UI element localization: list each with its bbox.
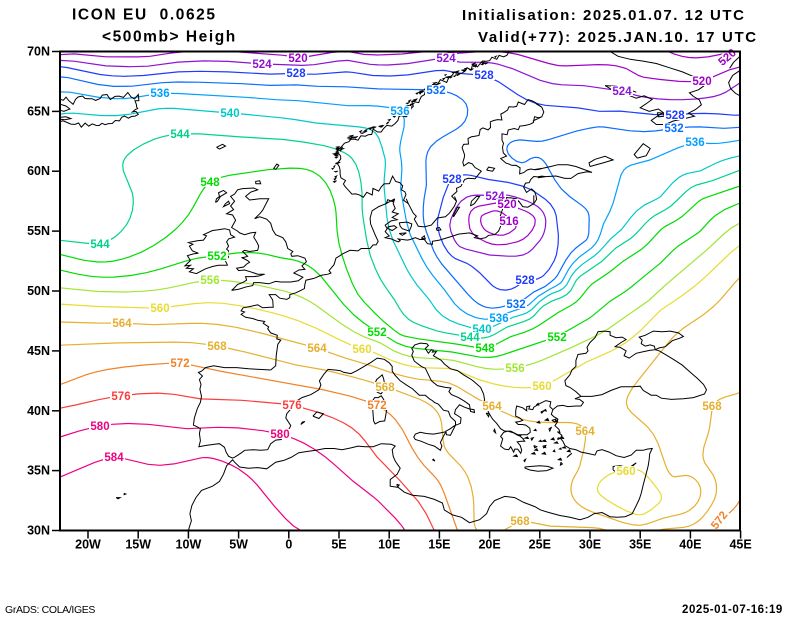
svg-text:556: 556 <box>200 275 219 287</box>
svg-text:35E: 35E <box>629 538 651 552</box>
svg-text:10W: 10W <box>176 538 202 552</box>
svg-text:568: 568 <box>510 516 530 528</box>
svg-text:556: 556 <box>505 363 524 375</box>
svg-text:548: 548 <box>200 177 220 189</box>
svg-text:528: 528 <box>665 110 685 122</box>
svg-text:540: 540 <box>220 108 239 120</box>
svg-text:568: 568 <box>702 401 722 413</box>
svg-text:520: 520 <box>497 199 516 211</box>
svg-text:15E: 15E <box>428 538 450 552</box>
svg-text:30N: 30N <box>27 524 50 538</box>
svg-text:528: 528 <box>474 70 494 82</box>
svg-text:580: 580 <box>90 421 109 433</box>
svg-text:532: 532 <box>426 85 445 97</box>
svg-text:532: 532 <box>664 123 683 135</box>
svg-text:528: 528 <box>515 275 535 287</box>
svg-text:536: 536 <box>150 88 169 100</box>
svg-text:536: 536 <box>685 137 704 149</box>
svg-text:576: 576 <box>282 400 301 412</box>
svg-text:576: 576 <box>111 391 130 403</box>
svg-text:572: 572 <box>367 400 386 412</box>
svg-text:564: 564 <box>575 426 595 438</box>
svg-text:568: 568 <box>207 341 227 353</box>
svg-text:35N: 35N <box>27 464 50 478</box>
svg-text:520: 520 <box>288 53 307 65</box>
svg-text:15W: 15W <box>125 538 151 552</box>
svg-text:0: 0 <box>285 538 292 552</box>
svg-text:524: 524 <box>436 53 456 65</box>
svg-text:65N: 65N <box>27 104 50 118</box>
svg-text:552: 552 <box>207 251 226 263</box>
svg-text:5E: 5E <box>331 538 346 552</box>
svg-text:584: 584 <box>104 452 124 464</box>
svg-text:45E: 45E <box>729 538 751 552</box>
svg-text:552: 552 <box>367 327 386 339</box>
svg-text:580: 580 <box>270 429 289 441</box>
svg-text:516: 516 <box>499 216 518 228</box>
svg-text:524: 524 <box>252 59 272 71</box>
svg-text:ICON EU 0.0625: ICON EU 0.0625 <box>72 7 217 24</box>
svg-text:544: 544 <box>170 129 190 141</box>
svg-text:572: 572 <box>170 358 189 370</box>
svg-text:20W: 20W <box>75 538 101 552</box>
svg-text:70N: 70N <box>27 45 50 59</box>
svg-text:<500mb> Heigh: <500mb> Heigh <box>102 29 237 46</box>
svg-text:532: 532 <box>506 299 525 311</box>
svg-text:2025-01-07-16:19: 2025-01-07-16:19 <box>682 604 783 616</box>
svg-text:560: 560 <box>532 381 551 393</box>
svg-text:10E: 10E <box>378 538 400 552</box>
svg-text:536: 536 <box>489 313 508 325</box>
svg-text:544: 544 <box>90 239 110 251</box>
svg-text:Valid(+77): 2025.JAN.10. 17 UT: Valid(+77): 2025.JAN.10. 17 UTC <box>478 29 758 46</box>
svg-text:564: 564 <box>112 318 132 330</box>
svg-text:524: 524 <box>612 86 632 98</box>
svg-text:20E: 20E <box>478 538 500 552</box>
svg-text:5W: 5W <box>229 538 248 552</box>
svg-text:40N: 40N <box>27 404 50 418</box>
svg-text:520: 520 <box>692 76 711 88</box>
svg-text:564: 564 <box>307 343 327 355</box>
svg-text:568: 568 <box>375 382 395 394</box>
svg-text:560: 560 <box>352 344 371 356</box>
svg-text:544: 544 <box>460 332 480 344</box>
svg-text:528: 528 <box>286 68 306 80</box>
svg-text:45N: 45N <box>27 344 50 358</box>
svg-text:564: 564 <box>482 401 502 413</box>
svg-text:40E: 40E <box>679 538 701 552</box>
svg-text:536: 536 <box>390 106 409 118</box>
svg-text:Initialisation: 2025.01.07. 12: Initialisation: 2025.01.07. 12 UTC <box>462 7 745 24</box>
svg-text:55N: 55N <box>27 224 50 238</box>
svg-text:30E: 30E <box>579 538 601 552</box>
svg-text:560: 560 <box>616 466 635 478</box>
svg-text:528: 528 <box>442 174 462 186</box>
svg-text:548: 548 <box>475 343 495 355</box>
svg-text:GrADS: COLA/IGES: GrADS: COLA/IGES <box>5 604 95 616</box>
svg-text:552: 552 <box>547 332 566 344</box>
svg-text:560: 560 <box>150 303 169 315</box>
svg-text:50N: 50N <box>27 284 50 298</box>
svg-text:25E: 25E <box>529 538 551 552</box>
svg-text:60N: 60N <box>27 164 50 178</box>
